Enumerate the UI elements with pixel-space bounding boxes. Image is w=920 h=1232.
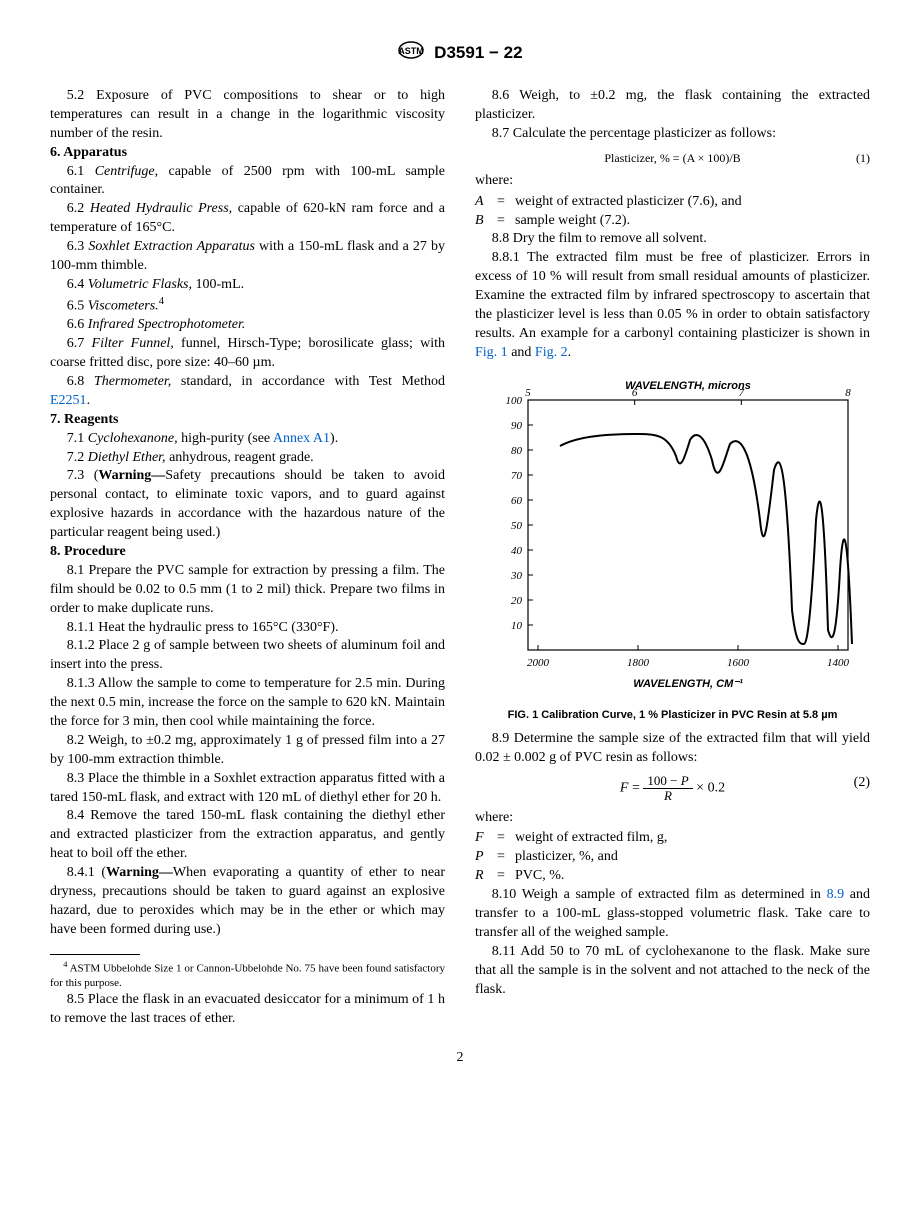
heading-6: 6. Apparatus bbox=[50, 144, 445, 163]
link-annex-a1[interactable]: Annex A1 bbox=[273, 431, 330, 446]
link-fig-1[interactable]: Fig. 1 bbox=[475, 345, 508, 360]
para-8-1-3: 8.1.3 Allow the sample to come to temper… bbox=[50, 675, 445, 732]
svg-text:100: 100 bbox=[505, 395, 522, 407]
para-8-1-1: 8.1.1 Heat the hydraulic press to 165°C … bbox=[50, 619, 445, 638]
para-6-7: 6.7 Filter Funnel, funnel, Hirsch-Type; … bbox=[50, 335, 445, 373]
svg-text:10: 10 bbox=[511, 620, 523, 632]
svg-text:50: 50 bbox=[511, 520, 523, 532]
link-8-9[interactable]: 8.9 bbox=[827, 887, 845, 902]
svg-text:5: 5 bbox=[525, 387, 531, 399]
para-6-1: 6.1 Centrifuge, capable of 2500 rpm with… bbox=[50, 163, 445, 201]
heading-7: 7. Reagents bbox=[50, 411, 445, 430]
designation: D3591 − 22 bbox=[434, 43, 522, 62]
svg-text:WAVELENGTH, CM⁻¹: WAVELENGTH, CM⁻¹ bbox=[633, 678, 743, 690]
footnote-rule bbox=[50, 954, 140, 955]
para-8-2: 8.2 Weigh, to ±0.2 mg, approximately 1 g… bbox=[50, 732, 445, 770]
link-e2251[interactable]: E2251 bbox=[50, 393, 87, 408]
para-8-4: 8.4 Remove the tared 150-mL flask contai… bbox=[50, 807, 445, 864]
body-columns: 5.2 Exposure of PVC compositions to shea… bbox=[50, 87, 870, 1029]
svg-text:20: 20 bbox=[511, 595, 523, 607]
svg-text:1600: 1600 bbox=[727, 657, 750, 669]
equation-1: Plasticizer, % = (A × 100)/B(1) bbox=[475, 150, 870, 166]
page-number: 2 bbox=[50, 1049, 870, 1068]
svg-text:80: 80 bbox=[511, 445, 523, 457]
para-8-5: 8.5 Place the flask in an evacuated desi… bbox=[50, 991, 445, 1029]
para-6-5: 6.5 Viscometers.4 bbox=[50, 295, 445, 317]
para-7-1: 7.1 Cyclohexanone, high-purity (see Anne… bbox=[50, 430, 445, 449]
svg-text:1800: 1800 bbox=[627, 657, 650, 669]
svg-text:60: 60 bbox=[511, 495, 523, 507]
where-1: where: bbox=[475, 172, 870, 191]
where-2: where: bbox=[475, 809, 870, 828]
para-8-6: 8.6 Weigh, to ±0.2 mg, the flask contain… bbox=[475, 87, 870, 125]
para-5-2: 5.2 Exposure of PVC compositions to shea… bbox=[50, 87, 445, 144]
para-6-6: 6.6 Infrared Spectrophotometer. bbox=[50, 316, 445, 335]
where-list-1: A=weight of extracted plasticizer (7.6),… bbox=[475, 193, 870, 231]
para-7-2: 7.2 Diethyl Ether, anhydrous, reagent gr… bbox=[50, 449, 445, 468]
equation-2: F = 100 − PR × 0.2 (2) bbox=[475, 774, 870, 802]
ir-spectrum-chart: WAVELENGTH, microns 5 6 7 8 2000 1800 1600 140… bbox=[488, 375, 858, 695]
para-8-1-2: 8.1.2 Place 2 g of sample between two sh… bbox=[50, 637, 445, 675]
svg-text:WAVELENGTH, microns: WAVELENGTH, microns bbox=[625, 380, 751, 392]
svg-text:6: 6 bbox=[631, 387, 637, 399]
heading-8: 8. Procedure bbox=[50, 543, 445, 562]
svg-text:ASTM: ASTM bbox=[399, 46, 425, 56]
para-8-8: 8.8 Dry the film to remove all solvent. bbox=[475, 230, 870, 249]
svg-text:30: 30 bbox=[510, 570, 523, 582]
footnote-block: 4 ASTM Ubbelohde Size 1 or Cannon-Ubbelo… bbox=[50, 954, 445, 991]
svg-text:90: 90 bbox=[511, 420, 523, 432]
svg-text:40: 40 bbox=[511, 545, 523, 557]
para-8-8-1: 8.8.1 The extracted film must be free of… bbox=[475, 249, 870, 362]
figure-1-caption: FIG. 1 Calibration Curve, 1 % Plasticize… bbox=[475, 708, 870, 723]
para-6-8: 6.8 Thermometer, standard, in accordance… bbox=[50, 373, 445, 411]
para-8-10: 8.10 Weigh a sample of extracted film as… bbox=[475, 886, 870, 943]
para-8-3: 8.3 Place the thimble in a Soxhlet extra… bbox=[50, 770, 445, 808]
para-6-2: 6.2 Heated Hydraulic Press, capable of 6… bbox=[50, 200, 445, 238]
footnote-4: 4 ASTM Ubbelohde Size 1 or Cannon-Ubbelo… bbox=[50, 959, 445, 991]
para-8-1: 8.1 Prepare the PVC sample for extractio… bbox=[50, 562, 445, 619]
figure-1: WAVELENGTH, microns 5 6 7 8 2000 1800 1600 140… bbox=[475, 375, 870, 723]
svg-text:1400: 1400 bbox=[827, 657, 850, 669]
page-header: ASTM D3591 − 22 bbox=[50, 40, 870, 67]
svg-text:70: 70 bbox=[511, 470, 523, 482]
para-6-3: 6.3 Soxhlet Extraction Apparatus with a … bbox=[50, 238, 445, 276]
svg-text:8: 8 bbox=[845, 387, 851, 399]
astm-logo: ASTM bbox=[397, 40, 425, 67]
para-6-4: 6.4 Volumetric Flasks, 100-mL. bbox=[50, 276, 445, 295]
para-8-7: 8.7 Calculate the percentage plasticizer… bbox=[475, 125, 870, 144]
para-8-4-1: 8.4.1 (Warning—When evaporating a quanti… bbox=[50, 864, 445, 940]
link-fig-2[interactable]: Fig. 2 bbox=[535, 345, 568, 360]
svg-text:7: 7 bbox=[738, 387, 744, 399]
para-7-3: 7.3 (Warning—Safety precautions should b… bbox=[50, 467, 445, 543]
para-8-9: 8.9 Determine the sample size of the ext… bbox=[475, 730, 870, 768]
where-list-2: F=weight of extracted film, g, P=plastic… bbox=[475, 829, 870, 886]
para-8-11: 8.11 Add 50 to 70 mL of cyclohexanone to… bbox=[475, 943, 870, 1000]
svg-text:2000: 2000 bbox=[527, 657, 550, 669]
